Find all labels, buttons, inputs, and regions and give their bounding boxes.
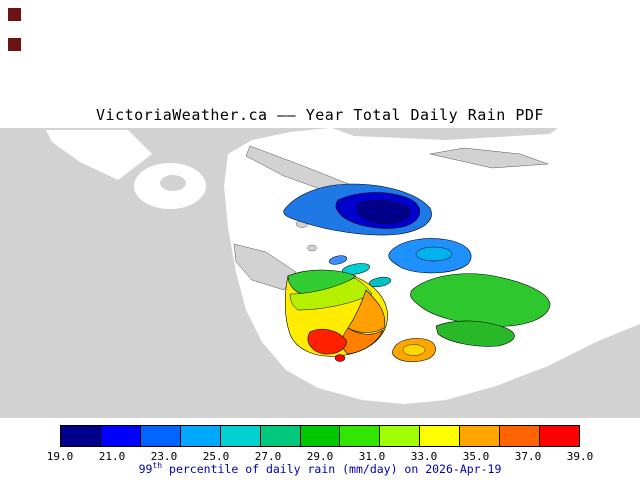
colorbar-tick-label: 29.0 [306,450,334,463]
caption: 99th percentile of daily rain (mm/day) o… [0,461,640,476]
colorbar-segment [220,426,261,446]
rain-fan-greenyellow [289,277,373,311]
cape-peninsula [233,243,297,291]
colorbar-tick-label: 33.0 [410,450,438,463]
rain-region-teal [341,263,371,275]
colorbar-segment [61,426,101,446]
rain-fan-orange [347,289,386,333]
caption-superscript: th [152,461,163,470]
colorbar-segment [260,426,301,446]
colorbar-segment [540,426,579,446]
rain-region-green-main [410,273,551,327]
colorbar-segment [140,426,181,446]
colorbar-segment [460,426,501,446]
island-sliver-northeast [429,147,549,169]
rain-region-small-blue [328,255,348,265]
caption-text: percentile of daily rain (mm/day) on 202… [162,461,502,476]
colorbar-segment [300,426,341,446]
corner-mark [8,38,21,51]
coastal-strip-top [332,128,558,140]
rain-fan-red [307,328,347,355]
colorbar-segment [100,426,141,446]
rain-region-green-lower [435,320,515,347]
rain-region-blue-core [357,200,411,224]
rain-region-teal [368,276,392,288]
colorbar-segment [500,426,541,446]
rain-region-oval-yellow-inner [402,344,426,356]
islet [307,244,317,252]
rain-region-cyan-inner [415,246,453,262]
caption-prefix: 99 [138,461,153,476]
colorbar [60,425,580,447]
lake-island [160,175,186,191]
colorbar-tick-label: 31.0 [358,450,386,463]
colorbar-tick-label: 39.0 [566,450,594,463]
colorbar-tick-label: 37.0 [514,450,542,463]
colorbar-segment [380,426,421,446]
colorbar-tick-label: 23.0 [150,450,178,463]
plot-title: VictoriaWeather.ca —— Year Total Daily R… [96,106,544,124]
colorbar-segment [180,426,221,446]
colorbar-tick-label: 25.0 [202,450,230,463]
weather-map [0,128,640,418]
colorbar-labels: 19.0 21.0 23.0 25.0 27.0 29.0 31.0 33.0 35.0 37.0… [34,450,606,463]
rain-region-red-dot [334,354,346,362]
colorbar-segment [340,426,381,446]
water-inlet-wedge [46,130,152,180]
colorbar-tick-label: 19.0 [46,450,74,463]
colorbar-tick-label: 27.0 [254,450,282,463]
colorbar-tick-label: 21.0 [98,450,126,463]
colorbar-tick-label: 35.0 [462,450,490,463]
map-area [0,128,640,418]
corner-mark [8,8,21,21]
colorbar-segment [420,426,461,446]
